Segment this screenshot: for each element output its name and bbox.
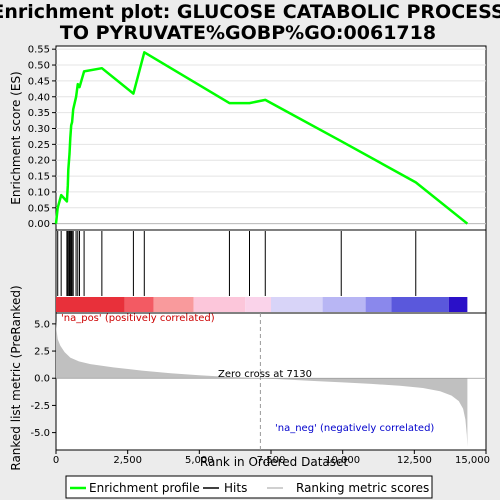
x-tick-label: 2,500 xyxy=(113,455,142,466)
heatmap-segment xyxy=(391,297,449,312)
es-y-tick-label: 0.55 xyxy=(28,45,50,56)
es-y-axis-label: Enrichment score (ES) xyxy=(9,71,23,204)
ranking-y-tick-label: 2.5 xyxy=(34,347,50,358)
es-panel xyxy=(55,45,487,231)
legend-box xyxy=(65,475,433,499)
legend: Enrichment profile Hits Ranking metric sco… xyxy=(70,481,429,495)
x-ticks: 0 2,500 5,000 7,500 10,000 12,500 15,000 xyxy=(53,450,490,466)
heatmap-segment xyxy=(448,297,468,312)
heatmap-segment xyxy=(56,297,125,312)
ranking-y-tick-label: 5.0 xyxy=(34,319,50,330)
chart-title-line-1: Enrichment plot: GLUCOSE CATABOLIC PROCE… xyxy=(0,1,500,23)
legend-label-enrichment: Enrichment profile xyxy=(89,481,200,495)
heatmap-segment xyxy=(365,297,392,312)
es-y-tick-label: 0.15 xyxy=(28,172,50,183)
ranking-metric-area xyxy=(56,320,468,447)
positive-correlation-label: 'na_pos' (positively correlated) xyxy=(61,313,215,324)
heatmap-segment xyxy=(193,297,246,312)
ranking-y-tick-label: -5.0 xyxy=(30,428,50,439)
negative-correlation-label: 'na_neg' (negatively correlated) xyxy=(275,423,434,434)
legend-label-ranking: Ranking metric scores xyxy=(296,481,429,495)
es-lines xyxy=(54,51,486,225)
heatmap-segment xyxy=(153,297,194,312)
es-y-tick-label: 0.50 xyxy=(28,61,50,72)
x-tick-label: 12,500 xyxy=(397,455,432,466)
x-tick-label: 0 xyxy=(53,455,59,466)
ranking-y-tick-label: -2.5 xyxy=(30,401,50,412)
x-tick-label: 5,000 xyxy=(185,455,214,466)
es-y-tick-label: 0.00 xyxy=(28,219,50,230)
x-tick-label: 7,500 xyxy=(257,455,286,466)
legend-label-hits: Hits xyxy=(224,481,247,495)
es-gridlines xyxy=(56,48,486,225)
zero-cross-label: Zero cross at 7130 xyxy=(218,369,312,380)
es-y-tick-label: 0.35 xyxy=(28,108,50,119)
es-y-tick-label: 0.10 xyxy=(28,187,50,198)
chart-title-line-2: TO PYRUVATE%GOBP%GO:0061718 xyxy=(60,22,436,44)
x-tick-label: 15,000 xyxy=(455,455,490,466)
es-y-tick-label: 0.40 xyxy=(28,92,50,103)
ranking-area xyxy=(56,313,486,450)
ranking-heatmap-bar xyxy=(56,297,468,312)
x-axis-label: Rank in Ordered Dataset xyxy=(200,455,348,469)
ranking-y-axis-label: Ranked list metric (PreRanked) xyxy=(9,285,23,470)
hit-marks xyxy=(57,231,417,296)
heatmap-segment xyxy=(124,297,154,312)
es-y-tick-label: 0.45 xyxy=(28,76,50,87)
heatmap-segment xyxy=(271,297,323,312)
ranking-y-ticks: -5.0 -2.5 0.0 2.5 5.0 xyxy=(30,319,56,439)
x-tick-label: 10,000 xyxy=(325,455,360,466)
es-y-tick-label: 0.05 xyxy=(28,203,50,214)
es-y-tick-label: 0.20 xyxy=(28,156,50,167)
enrichment-profile-line xyxy=(54,51,469,225)
es-y-ticks: 0.00 0.05 0.10 0.15 0.20 0.25 0.30 0.35 0.40 0.45… xyxy=(28,45,56,230)
heatmap-segment xyxy=(245,297,271,312)
es-y-tick-label: 0.30 xyxy=(28,124,50,135)
ranking-y-tick-label: 0.0 xyxy=(34,374,50,385)
es-y-tick-label: 0.25 xyxy=(28,140,50,151)
heatmap-segment xyxy=(322,297,366,312)
